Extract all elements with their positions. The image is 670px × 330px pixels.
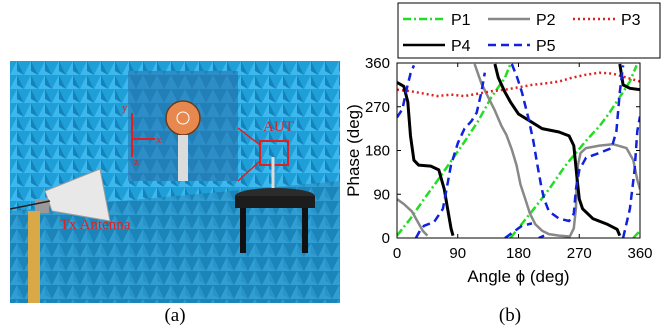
axis-y-label: y — [122, 102, 128, 114]
series-p2-segment-0 — [397, 198, 429, 237]
phase-chart: P1 P2 P3 P4 P5 0 90 180 270 360 0 90 180 270 360 Angl… — [344, 2, 661, 286]
aut-closeup-inset: y x z — [122, 71, 238, 181]
y-tick-label: 360 — [365, 55, 390, 72]
series-p5-segment-0 — [397, 64, 416, 119]
series-p4-segment-1 — [493, 63, 622, 237]
legend-label-p4: P4 — [451, 38, 471, 55]
series-p5-segment-4 — [504, 222, 533, 238]
legend-label-p5: P5 — [536, 38, 556, 55]
series-p5-segment-5 — [621, 116, 640, 238]
x-tick-label: 90 — [449, 245, 466, 262]
x-tick-label: 360 — [627, 245, 652, 262]
x-tick-label: 270 — [567, 245, 592, 262]
tx-horn-antenna — [10, 168, 111, 303]
series-p2-segment-1 — [473, 63, 640, 238]
chart-legend: P1 P2 P3 P4 P5 — [397, 2, 661, 59]
tx-antenna-label: Tx Antenna — [60, 217, 131, 233]
x-tick-label: 0 — [393, 245, 401, 262]
legend-label-p1: P1 — [451, 12, 471, 29]
legend-label-p2: P2 — [536, 12, 556, 29]
legend-label-p3: P3 — [621, 12, 641, 29]
series-p3-segment-0 — [397, 71, 640, 98]
y-axis-label: Phase (deg) — [344, 104, 363, 197]
chart-axes: 0 90 180 270 360 0 90 180 270 360 — [365, 55, 653, 262]
axis-z-label: z — [134, 156, 139, 168]
y-tick-label: 180 — [365, 143, 390, 160]
series-p1-segment-0 — [397, 63, 512, 237]
caption-b: (b) — [498, 305, 522, 326]
legend-box — [397, 2, 661, 59]
plot-area — [397, 63, 640, 238]
series-p5-segment-2 — [510, 63, 625, 223]
aut-label: AUT — [263, 119, 294, 135]
aut-antenna — [165, 100, 201, 136]
anechoic-chamber-photo: y x z AUT Tx Antenna — [10, 61, 340, 303]
x-axis-label: Angle ϕ (deg) — [467, 267, 569, 286]
y-tick-label: 90 — [373, 186, 390, 203]
series-p4-segment-0 — [397, 81, 455, 236]
series-p5-segment-1 — [414, 72, 487, 238]
x-tick-label: 180 — [506, 245, 531, 262]
series-p1-segment-2 — [632, 229, 640, 238]
caption-a: (a) — [164, 305, 186, 326]
turntable — [235, 157, 315, 253]
y-tick-label: 0 — [382, 230, 390, 247]
y-tick-label: 270 — [365, 99, 390, 116]
axis-x-label: x — [156, 134, 162, 146]
